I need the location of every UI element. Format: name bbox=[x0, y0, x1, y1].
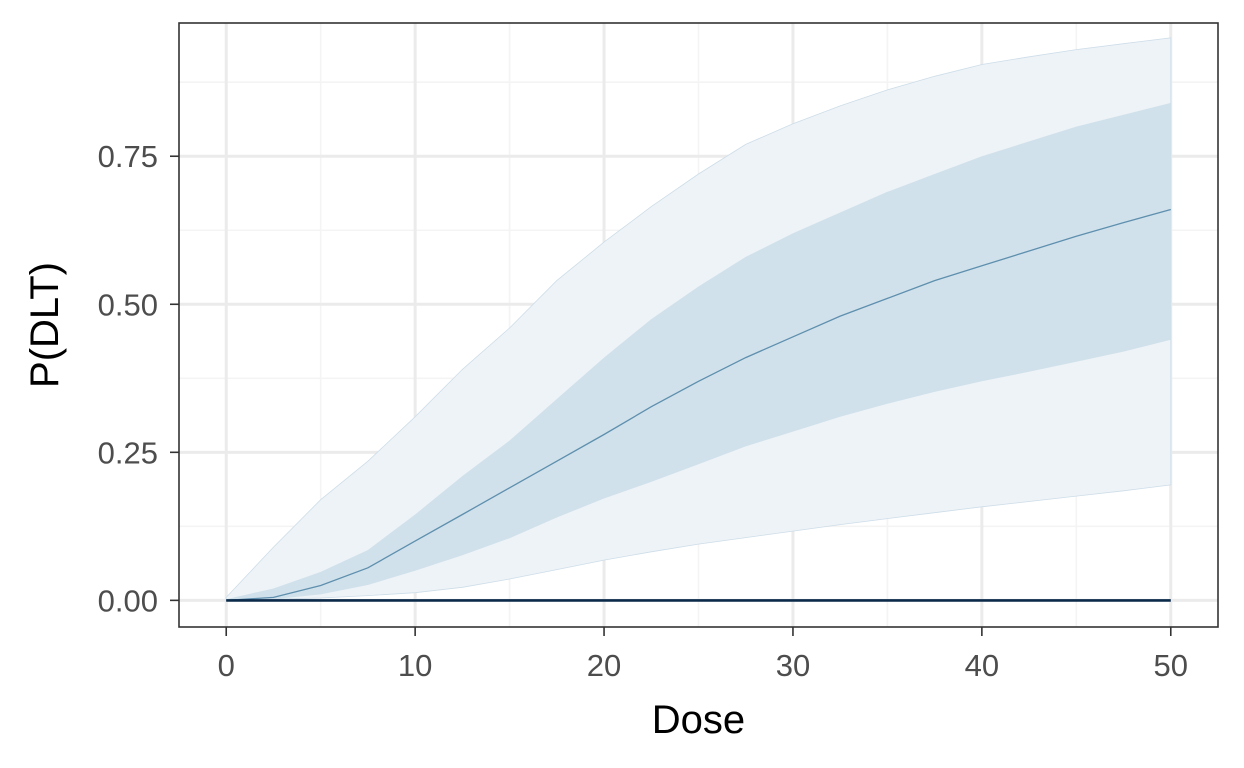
x-tick-label: 20 bbox=[587, 648, 621, 683]
y-axis-title: P(DLT) bbox=[23, 262, 67, 388]
x-tick-label: 30 bbox=[776, 648, 810, 683]
x-tick-label: 40 bbox=[965, 648, 999, 683]
x-tick-label: 50 bbox=[1154, 648, 1188, 683]
y-tick-label: 0.00 bbox=[98, 583, 158, 618]
y-tick-label: 0.50 bbox=[98, 287, 158, 322]
y-tick-label: 0.25 bbox=[98, 435, 158, 470]
x-axis: 0 10 20 30 40 50 bbox=[218, 627, 1188, 683]
y-axis: 0.00 0.25 0.50 0.75 bbox=[98, 139, 179, 618]
y-tick-label: 0.75 bbox=[98, 139, 158, 174]
x-tick-label: 10 bbox=[398, 648, 432, 683]
x-axis-title: Dose bbox=[652, 698, 745, 742]
x-tick-label: 0 bbox=[218, 648, 235, 683]
